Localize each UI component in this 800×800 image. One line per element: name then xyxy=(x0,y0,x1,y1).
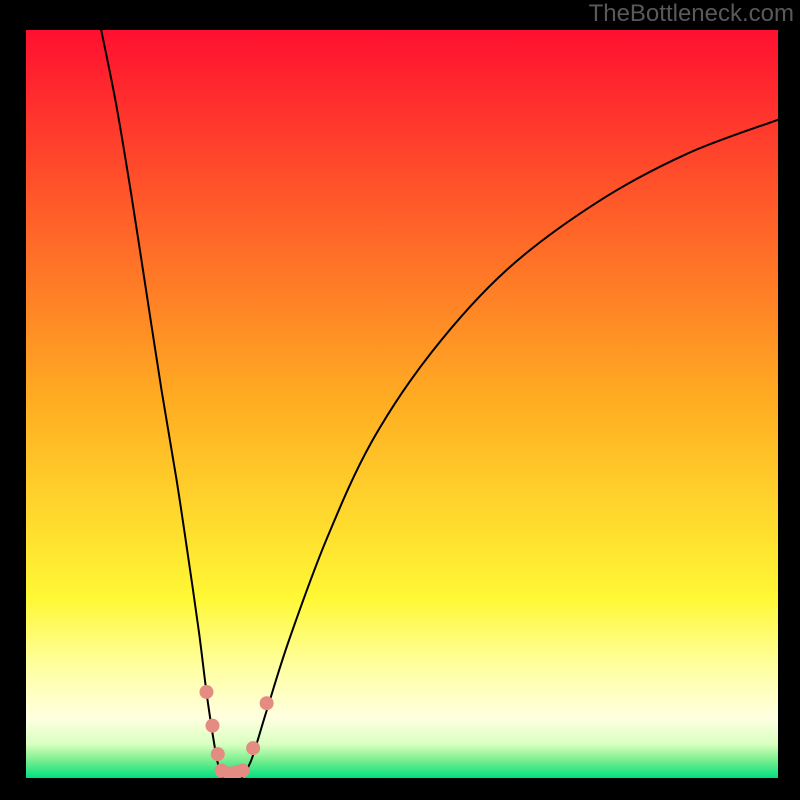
figure-outer: TheBottleneck.com xyxy=(0,0,800,800)
marker-point xyxy=(205,719,219,733)
gradient-background xyxy=(26,30,778,778)
chart-svg xyxy=(26,30,778,778)
plot-area xyxy=(26,30,778,778)
marker-point xyxy=(246,741,260,755)
watermark-text: TheBottleneck.com xyxy=(589,0,794,28)
marker-point xyxy=(260,696,274,710)
marker-point xyxy=(211,747,225,761)
marker-point xyxy=(199,685,213,699)
marker-point xyxy=(236,764,250,778)
